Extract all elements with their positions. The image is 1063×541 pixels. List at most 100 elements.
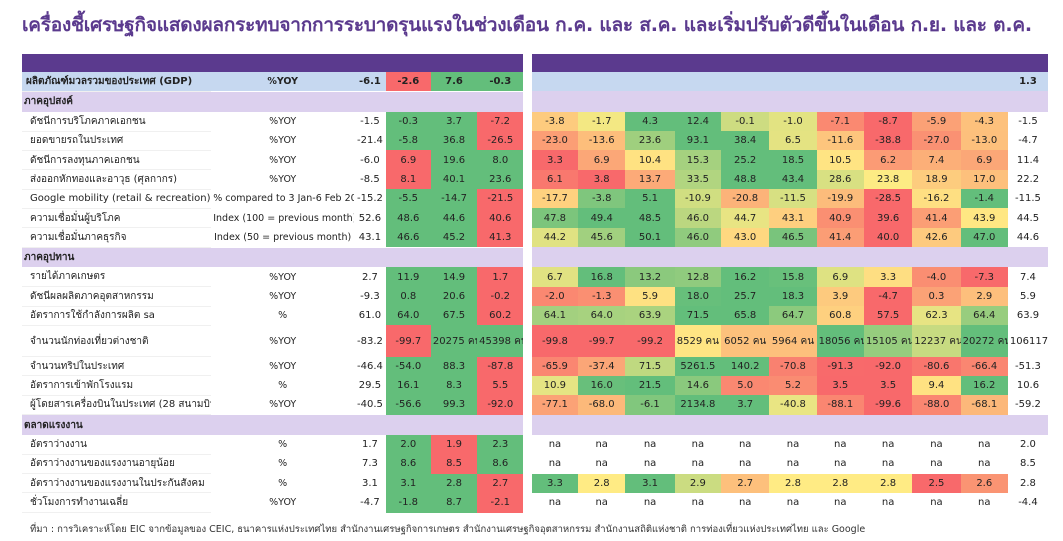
section-row: ภาคอุปทาน bbox=[22, 247, 1048, 268]
table-row: Google mobility (retail & recreation)% c… bbox=[22, 189, 1048, 209]
value-quarter: -5.8 bbox=[385, 131, 431, 151]
value-month: -10.9 bbox=[674, 189, 721, 209]
row-unit: %YOY bbox=[269, 115, 297, 127]
value-ytd: 1.3 bbox=[1007, 72, 1048, 92]
value-ytd: -59.2 bbox=[1015, 399, 1041, 411]
value-month: na bbox=[834, 439, 847, 451]
value-month: -11.5 bbox=[769, 189, 817, 209]
value-quarter: 1.7 bbox=[477, 267, 524, 287]
column-header bbox=[625, 54, 675, 72]
value-month: 62.3 bbox=[912, 306, 961, 326]
value-month: na bbox=[595, 458, 608, 470]
value-month: 57.5 bbox=[863, 306, 913, 326]
value-ytd: -11.5 bbox=[1015, 193, 1041, 205]
value-month: 44.7 bbox=[721, 208, 770, 228]
value-month: 39.6 bbox=[863, 208, 913, 228]
column-header bbox=[1007, 54, 1048, 72]
value-month: 2.6 bbox=[960, 473, 1008, 493]
value-month: 43.1 bbox=[769, 208, 817, 228]
value-month: 43.4 bbox=[769, 169, 817, 190]
value-month: 40.0 bbox=[863, 227, 913, 248]
value-month: -3.8 bbox=[578, 189, 626, 209]
value-ytd: 7.4 bbox=[1020, 271, 1036, 283]
row-label: ดัชนีการบริโภคภาคเอกชน bbox=[22, 111, 212, 132]
value-2020: -6.1 bbox=[354, 72, 386, 92]
value-month: na bbox=[691, 497, 705, 509]
gdp-row: ผลิตภัณฑ์มวลรวมของประเทศ (GDP) %YOY -6.1 -2… bbox=[22, 72, 1048, 92]
value-month: 13.7 bbox=[625, 169, 675, 190]
value-month: -27.0 bbox=[912, 131, 961, 151]
column-gap bbox=[523, 306, 532, 326]
value-month: 18.5 bbox=[769, 150, 817, 170]
value-month: -28.5 bbox=[863, 189, 913, 209]
value-quarter: -54.0 bbox=[385, 356, 431, 376]
value-month: 16.2 bbox=[960, 375, 1008, 396]
column-gap bbox=[523, 208, 532, 228]
value-month: 5.1 bbox=[625, 189, 675, 209]
value-month: 6.1 bbox=[531, 169, 579, 190]
value-month: 6.2 bbox=[863, 150, 913, 170]
value-month: 93.1 bbox=[674, 131, 721, 151]
value-quarter: -92.0 bbox=[477, 395, 524, 415]
value-quarter: -7.2 bbox=[477, 111, 524, 132]
value-month: 41.4 bbox=[912, 208, 961, 228]
column-header bbox=[22, 54, 212, 72]
value-quarter: 36.8 bbox=[430, 131, 478, 151]
value-quarter: 6.9 bbox=[385, 150, 431, 170]
row-label: ดัชนีผลผลิตภาคอุตสาหกรรม bbox=[22, 286, 212, 307]
value-month: 15.8 bbox=[769, 267, 817, 287]
value-2020: 43.1 bbox=[358, 231, 382, 243]
column-gap bbox=[523, 189, 532, 209]
row-label: อัตราการเข้าพักโรงแรม bbox=[22, 375, 212, 396]
value-month: -91.3 bbox=[816, 356, 864, 376]
column-header bbox=[354, 54, 386, 72]
value-quarter: 45398 คน bbox=[477, 325, 524, 357]
value-month: na bbox=[691, 439, 705, 451]
value-month: 64.7 bbox=[769, 306, 817, 326]
value-quarter: -14.7 bbox=[430, 189, 478, 209]
value-quarter: 5.5 bbox=[477, 375, 524, 396]
value-month: 3.8 bbox=[578, 169, 626, 190]
value-quarter: 8.3 bbox=[430, 375, 478, 396]
value-month: -2.0 bbox=[531, 286, 579, 307]
value-month: na bbox=[978, 458, 991, 470]
value-quarter: -56.6 bbox=[385, 395, 431, 415]
row-label: ผลิตภัณฑ์มวลรวมของประเทศ (GDP) bbox=[22, 72, 212, 92]
row-label: อัตราว่างงาน bbox=[22, 434, 212, 455]
column-gap bbox=[523, 72, 532, 92]
value-month: 46.0 bbox=[674, 227, 721, 248]
value-quarter: 2.7 bbox=[477, 473, 524, 493]
column-header bbox=[385, 54, 431, 72]
column-gap bbox=[523, 356, 532, 376]
value-ytd: -4.7 bbox=[1018, 135, 1038, 147]
value-month: 71.5 bbox=[625, 356, 675, 376]
row-label: ความเชื่อมั่นผู้บริโภค bbox=[22, 208, 212, 229]
value-month: -65.9 bbox=[531, 356, 579, 376]
value-month: 10.4 bbox=[625, 150, 675, 170]
table-row: ยอดขายรถในประเทศ %YOY -21.4 -5.8 36.8 -26.5 -2… bbox=[22, 131, 1048, 151]
column-header bbox=[211, 54, 355, 72]
value-month: 46.5 bbox=[769, 227, 817, 248]
column-header bbox=[912, 54, 961, 72]
section-band bbox=[531, 247, 1048, 268]
value-month: -40.8 bbox=[769, 395, 817, 415]
row-unit: % bbox=[278, 310, 288, 322]
value-2020: -8.5 bbox=[360, 173, 380, 185]
column-gap bbox=[523, 434, 532, 455]
value-ytd: 2.0 bbox=[1020, 439, 1036, 451]
row-label: จำนวนทริปในประเทศ bbox=[22, 356, 212, 377]
value-quarter: 99.3 bbox=[430, 395, 478, 415]
value-quarter: 67.5 bbox=[430, 306, 478, 326]
value-month: 41.4 bbox=[816, 227, 864, 248]
value-ytd: -1.5 bbox=[1018, 115, 1038, 127]
value-month: 40.9 bbox=[816, 208, 864, 228]
value-month: 45.6 bbox=[578, 227, 626, 248]
value-quarter: -99.7 bbox=[385, 325, 431, 357]
value-quarter: -5.5 bbox=[385, 189, 431, 209]
row-label: ยอดขายรถในประเทศ bbox=[22, 131, 212, 151]
value-month: na bbox=[930, 439, 943, 451]
value-month: -66.4 bbox=[960, 356, 1008, 376]
row-label: ผู้โดยสารเครื่องบินในประเทศ (28 สนามบิน) bbox=[22, 395, 212, 416]
value-month: -13.0 bbox=[960, 131, 1008, 151]
value-month: na bbox=[595, 497, 608, 509]
